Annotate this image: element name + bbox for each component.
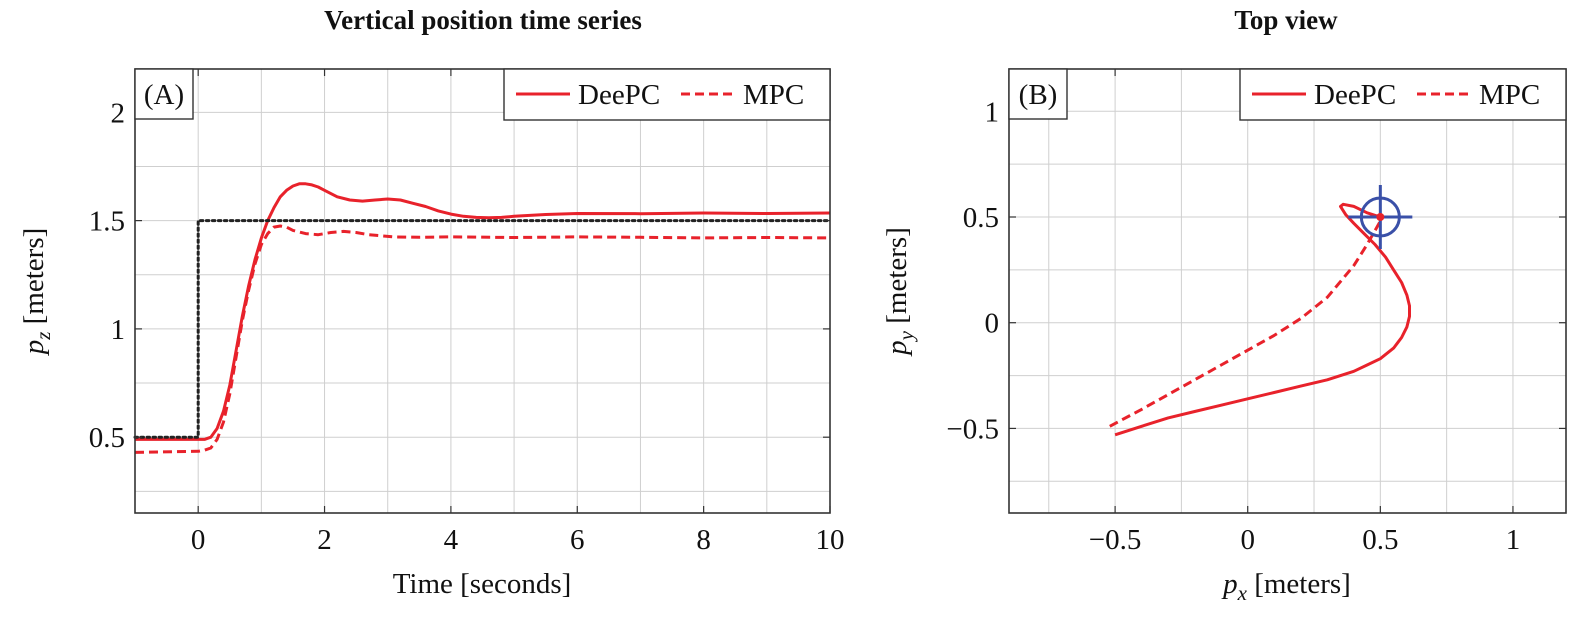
panel-a-y-tick-label: 1.5: [89, 206, 125, 238]
panel-a-label-box: (A): [134, 68, 194, 120]
panel-a-x-tick-label: 2: [317, 524, 332, 556]
panel-b-x-tick-label: −0.5: [1089, 524, 1142, 556]
panel-a-legend-deepc-label: DeePC: [578, 79, 660, 111]
panel-b-y-tick-label: 1: [985, 96, 1000, 128]
panel-a-plot-frame: [134, 68, 831, 514]
panel-a-legend-mpc-label: MPC: [743, 79, 804, 111]
panel-b-series-deepc-line: [1114, 202, 1411, 437]
panel-a-series: [133, 182, 832, 454]
panel-b-label-box: (B): [1008, 68, 1068, 120]
panel-a-grid: [135, 69, 830, 513]
panel-a-ticks: 0 2 4 6 8 10 0.5 1 1.5 2: [89, 69, 845, 556]
panel-b-x-tick-label: 1: [1506, 524, 1521, 556]
panel-a-x-tick-label: 0: [191, 524, 206, 556]
panel-a-y-axis-subscript: z: [31, 332, 55, 341]
panel-a-y-axis-unit: [meters]: [18, 228, 50, 332]
panel-b-y-axis-subscript: y: [894, 330, 918, 342]
panel-b-x-axis-label: px [meters]: [1221, 568, 1351, 605]
panel-b-x-axis-unit: [meters]: [1247, 568, 1351, 600]
panel-b-x-tick-label: 0: [1240, 524, 1255, 556]
target-marker-icon: [1348, 185, 1413, 249]
target-center-dot: [1376, 213, 1385, 221]
panel-a-y-tick-label: 0.5: [89, 422, 125, 454]
panel-b-label-frame: [1008, 68, 1068, 120]
panel-a-label-frame: [134, 68, 194, 120]
panel-b-ticks: −0.5 0 0.5 1 −0.5 0 0.5 1: [946, 69, 1566, 556]
panel-b-title: Top view: [1234, 5, 1338, 35]
panel-a-label: (A): [144, 79, 184, 111]
panel-b-x-tick-label: 0.5: [1362, 524, 1398, 556]
panel-a-x-axis-label: Time [seconds]: [393, 568, 572, 600]
panel-b-x-axis-subscript: x: [1237, 581, 1248, 605]
panel-a-y-axis-symbol: p: [18, 340, 50, 357]
panel-a-series-deepc-line: [135, 182, 831, 441]
panel-b-y-tick-label: 0: [985, 308, 1000, 340]
panel-a-series-mpc-line: [134, 224, 831, 454]
panel-b-legend-mpc-label: MPC: [1479, 79, 1540, 111]
panel-a-x-tick-label: 10: [816, 524, 845, 556]
panel-b-y-axis-unit: [meters]: [881, 227, 913, 331]
panel-a-y-tick-label: 2: [111, 97, 126, 129]
panel-a-legend: DeePC MPC: [503, 68, 831, 121]
panel-b-legend-deepc-label: DeePC: [1314, 79, 1396, 111]
panel-b-y-tick-label: 0.5: [963, 202, 999, 234]
panel-b-x-axis-symbol: p: [1221, 568, 1238, 600]
panel-a-y-tick-label: 1: [111, 314, 126, 346]
panel-a-x-tick-label: 8: [696, 524, 711, 556]
panel-a-x-tick-label: 4: [444, 524, 459, 556]
panel-a-x-tick-label: 6: [570, 524, 585, 556]
panel-a-title: Vertical position time series: [324, 5, 642, 35]
panel-b-label: (B): [1019, 79, 1058, 111]
panel-b-legend: DeePC MPC: [1239, 68, 1567, 121]
panel-a-y-axis-label: pz [meters]: [18, 228, 55, 357]
panel-b: Top view −0.5 0 0.5 1 −0.5 0 0.5 1 (B) DeePC MP…: [881, 5, 1567, 605]
panel-b-y-axis-label: py [meters]: [881, 227, 918, 357]
panel-b-series-mpc-line: [1109, 220, 1382, 428]
panel-a-series-reference-line: [133, 219, 832, 439]
panel-b-plot-frame: [1008, 68, 1567, 514]
panel-b-y-axis-symbol: p: [881, 340, 913, 357]
panel-a: Vertical position time series 0 2 4 6 8 10 0.5…: [18, 5, 845, 600]
panel-b-grid: [1009, 69, 1566, 513]
panel-b-y-tick-label: −0.5: [946, 413, 999, 445]
panel-b-series: [1109, 202, 1411, 437]
